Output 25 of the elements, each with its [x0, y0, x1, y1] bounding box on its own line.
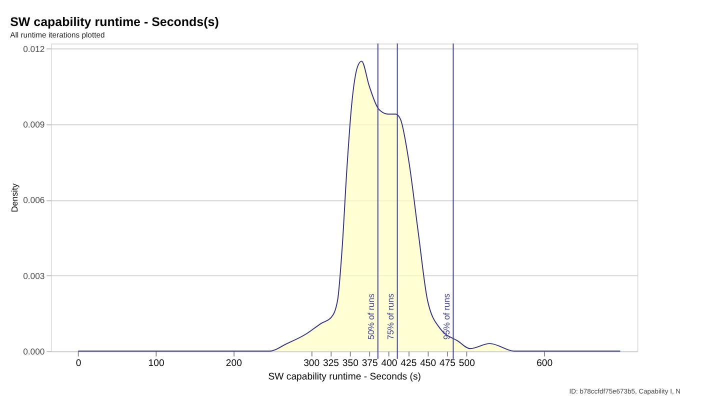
x-tick-label: 300	[304, 358, 320, 370]
x-tick-label: 375	[362, 358, 378, 370]
x-tick-label: 100	[148, 358, 164, 370]
chart-subtitle: All runtime iterations plotted	[10, 30, 105, 40]
x-tick-label: 450	[420, 358, 436, 370]
x-tick-label: 325	[322, 358, 340, 370]
y-tick-label: 0.012	[23, 44, 45, 54]
y-tick-label: 0.003	[23, 270, 45, 281]
y-axis-title: Density	[9, 182, 20, 212]
ref-line-label: 95% of runs	[441, 292, 452, 340]
x-tick-label: 350	[342, 358, 358, 370]
chart-title: SW capability runtime - Seconds(s)	[10, 14, 219, 29]
x-axis-title: SW capability runtime - Seconds (s)	[268, 372, 421, 382]
y-tick-label: 0.000	[23, 346, 45, 357]
x-tick-label: 500	[458, 358, 475, 370]
y-tick-label: 0.006	[23, 195, 45, 206]
x-tick-label: 200	[226, 358, 242, 370]
x-tick-label: 0	[76, 358, 82, 370]
y-tick-label: 0.009	[23, 120, 45, 130]
x-tick-label: 600	[536, 358, 553, 370]
x-tick-label: 400	[381, 358, 398, 370]
ref-line-label: 75% of runs	[385, 292, 396, 340]
ref-line-label: 50% of runs	[366, 292, 376, 340]
x-tick-label: 425	[400, 358, 417, 370]
x-tick-label: 475	[439, 358, 456, 370]
